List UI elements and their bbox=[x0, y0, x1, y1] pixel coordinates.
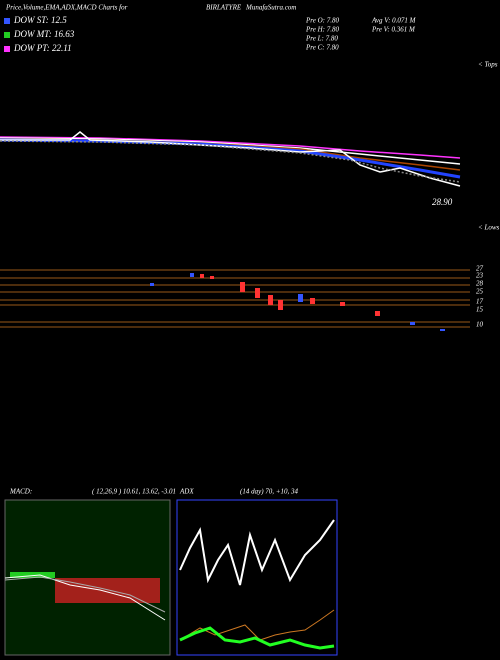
price-lines bbox=[0, 131, 461, 187]
legend-swatch bbox=[4, 18, 10, 24]
prev-low: Pre L: 7.80 bbox=[305, 35, 338, 43]
axis-label: 27 bbox=[476, 265, 484, 273]
prev-volume: Pre V: 0.361 M bbox=[371, 26, 416, 34]
title: Price,Volume,EMA,ADX,MACD Charts for bbox=[5, 4, 128, 12]
macd-label: MACD: bbox=[9, 488, 32, 496]
price-label: 28.90 bbox=[432, 197, 453, 207]
avg-volume: Avg V: 0.071 M bbox=[371, 17, 417, 25]
prev-high: Pre H: 7.80 bbox=[305, 26, 339, 34]
prev-close: Pre C: 7.80 bbox=[305, 44, 339, 52]
site: MunafaSutra.com bbox=[245, 4, 296, 12]
axis-label: 25 bbox=[476, 288, 484, 296]
adx-label: ADX bbox=[179, 488, 194, 496]
axis-label: 17 bbox=[476, 298, 484, 306]
symbol: BIRLATYRE bbox=[206, 4, 242, 12]
axis-label: 10 bbox=[476, 321, 484, 329]
prev-open: Pre O: 7.80 bbox=[305, 17, 339, 25]
levels bbox=[0, 269, 470, 328]
axis-label: 23 bbox=[476, 272, 484, 280]
legend-swatch bbox=[4, 32, 10, 38]
axis-label: 15 bbox=[476, 306, 484, 314]
adx-lines bbox=[179, 519, 335, 650]
axis-label: 28 bbox=[476, 280, 484, 288]
macd-values: ( 12,26,9 ) 10.61, 13.62, -3.01 bbox=[92, 488, 176, 496]
legend-entry: DOW ST: 12.5 bbox=[13, 15, 67, 25]
adx-values: (14 day) 70, +10, 34 bbox=[240, 488, 298, 496]
lows-label: < Lows bbox=[478, 224, 500, 232]
legend-entry: DOW MT: 16.63 bbox=[13, 29, 75, 39]
legend-swatch bbox=[4, 46, 10, 52]
tops-label: < Tops bbox=[478, 61, 498, 69]
macd-lines bbox=[4, 572, 166, 621]
legend-entry: DOW PT: 22.11 bbox=[13, 43, 72, 53]
candles bbox=[150, 273, 445, 331]
